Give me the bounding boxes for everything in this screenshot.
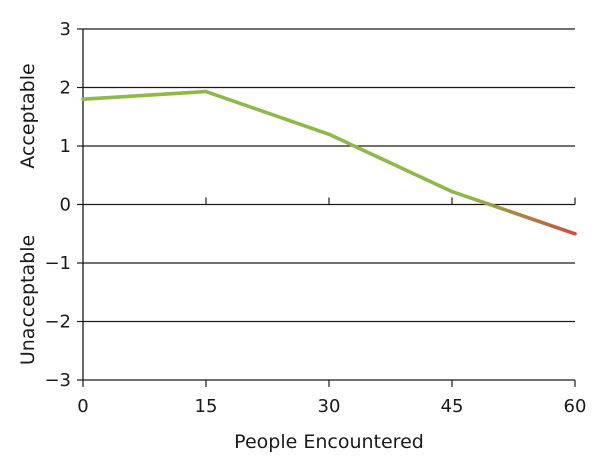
data-point xyxy=(327,132,331,137)
data-point xyxy=(573,231,577,236)
y-tick-label: −2 xyxy=(44,312,71,333)
y-tick-label: 3 xyxy=(60,19,71,40)
x-tick-label: 60 xyxy=(564,396,587,417)
y-tick-label: −3 xyxy=(44,370,71,391)
labels: People Encountered Acceptable Unacceptab… xyxy=(17,19,586,453)
y-axis-title-acceptable: Acceptable xyxy=(17,63,39,168)
gridlines xyxy=(83,28,575,323)
data-point xyxy=(204,89,208,94)
x-tick-label: 0 xyxy=(77,396,88,417)
y-tick-label: 2 xyxy=(60,78,71,99)
x-tick-label: 45 xyxy=(441,396,464,417)
x-axis-title: People Encountered xyxy=(234,431,424,453)
y-tick-label: 1 xyxy=(60,136,71,157)
series-line xyxy=(82,89,576,236)
series xyxy=(81,89,577,236)
x-tick-label: 30 xyxy=(318,396,341,417)
axes xyxy=(77,28,576,387)
data-point xyxy=(450,189,454,194)
y-axis-title-unacceptable: Unacceptable xyxy=(17,235,39,365)
y-tick-label: −1 xyxy=(44,253,71,274)
y-tick-label: 0 xyxy=(60,195,71,216)
data-point xyxy=(81,97,85,101)
x-tick-label: 15 xyxy=(195,396,218,417)
